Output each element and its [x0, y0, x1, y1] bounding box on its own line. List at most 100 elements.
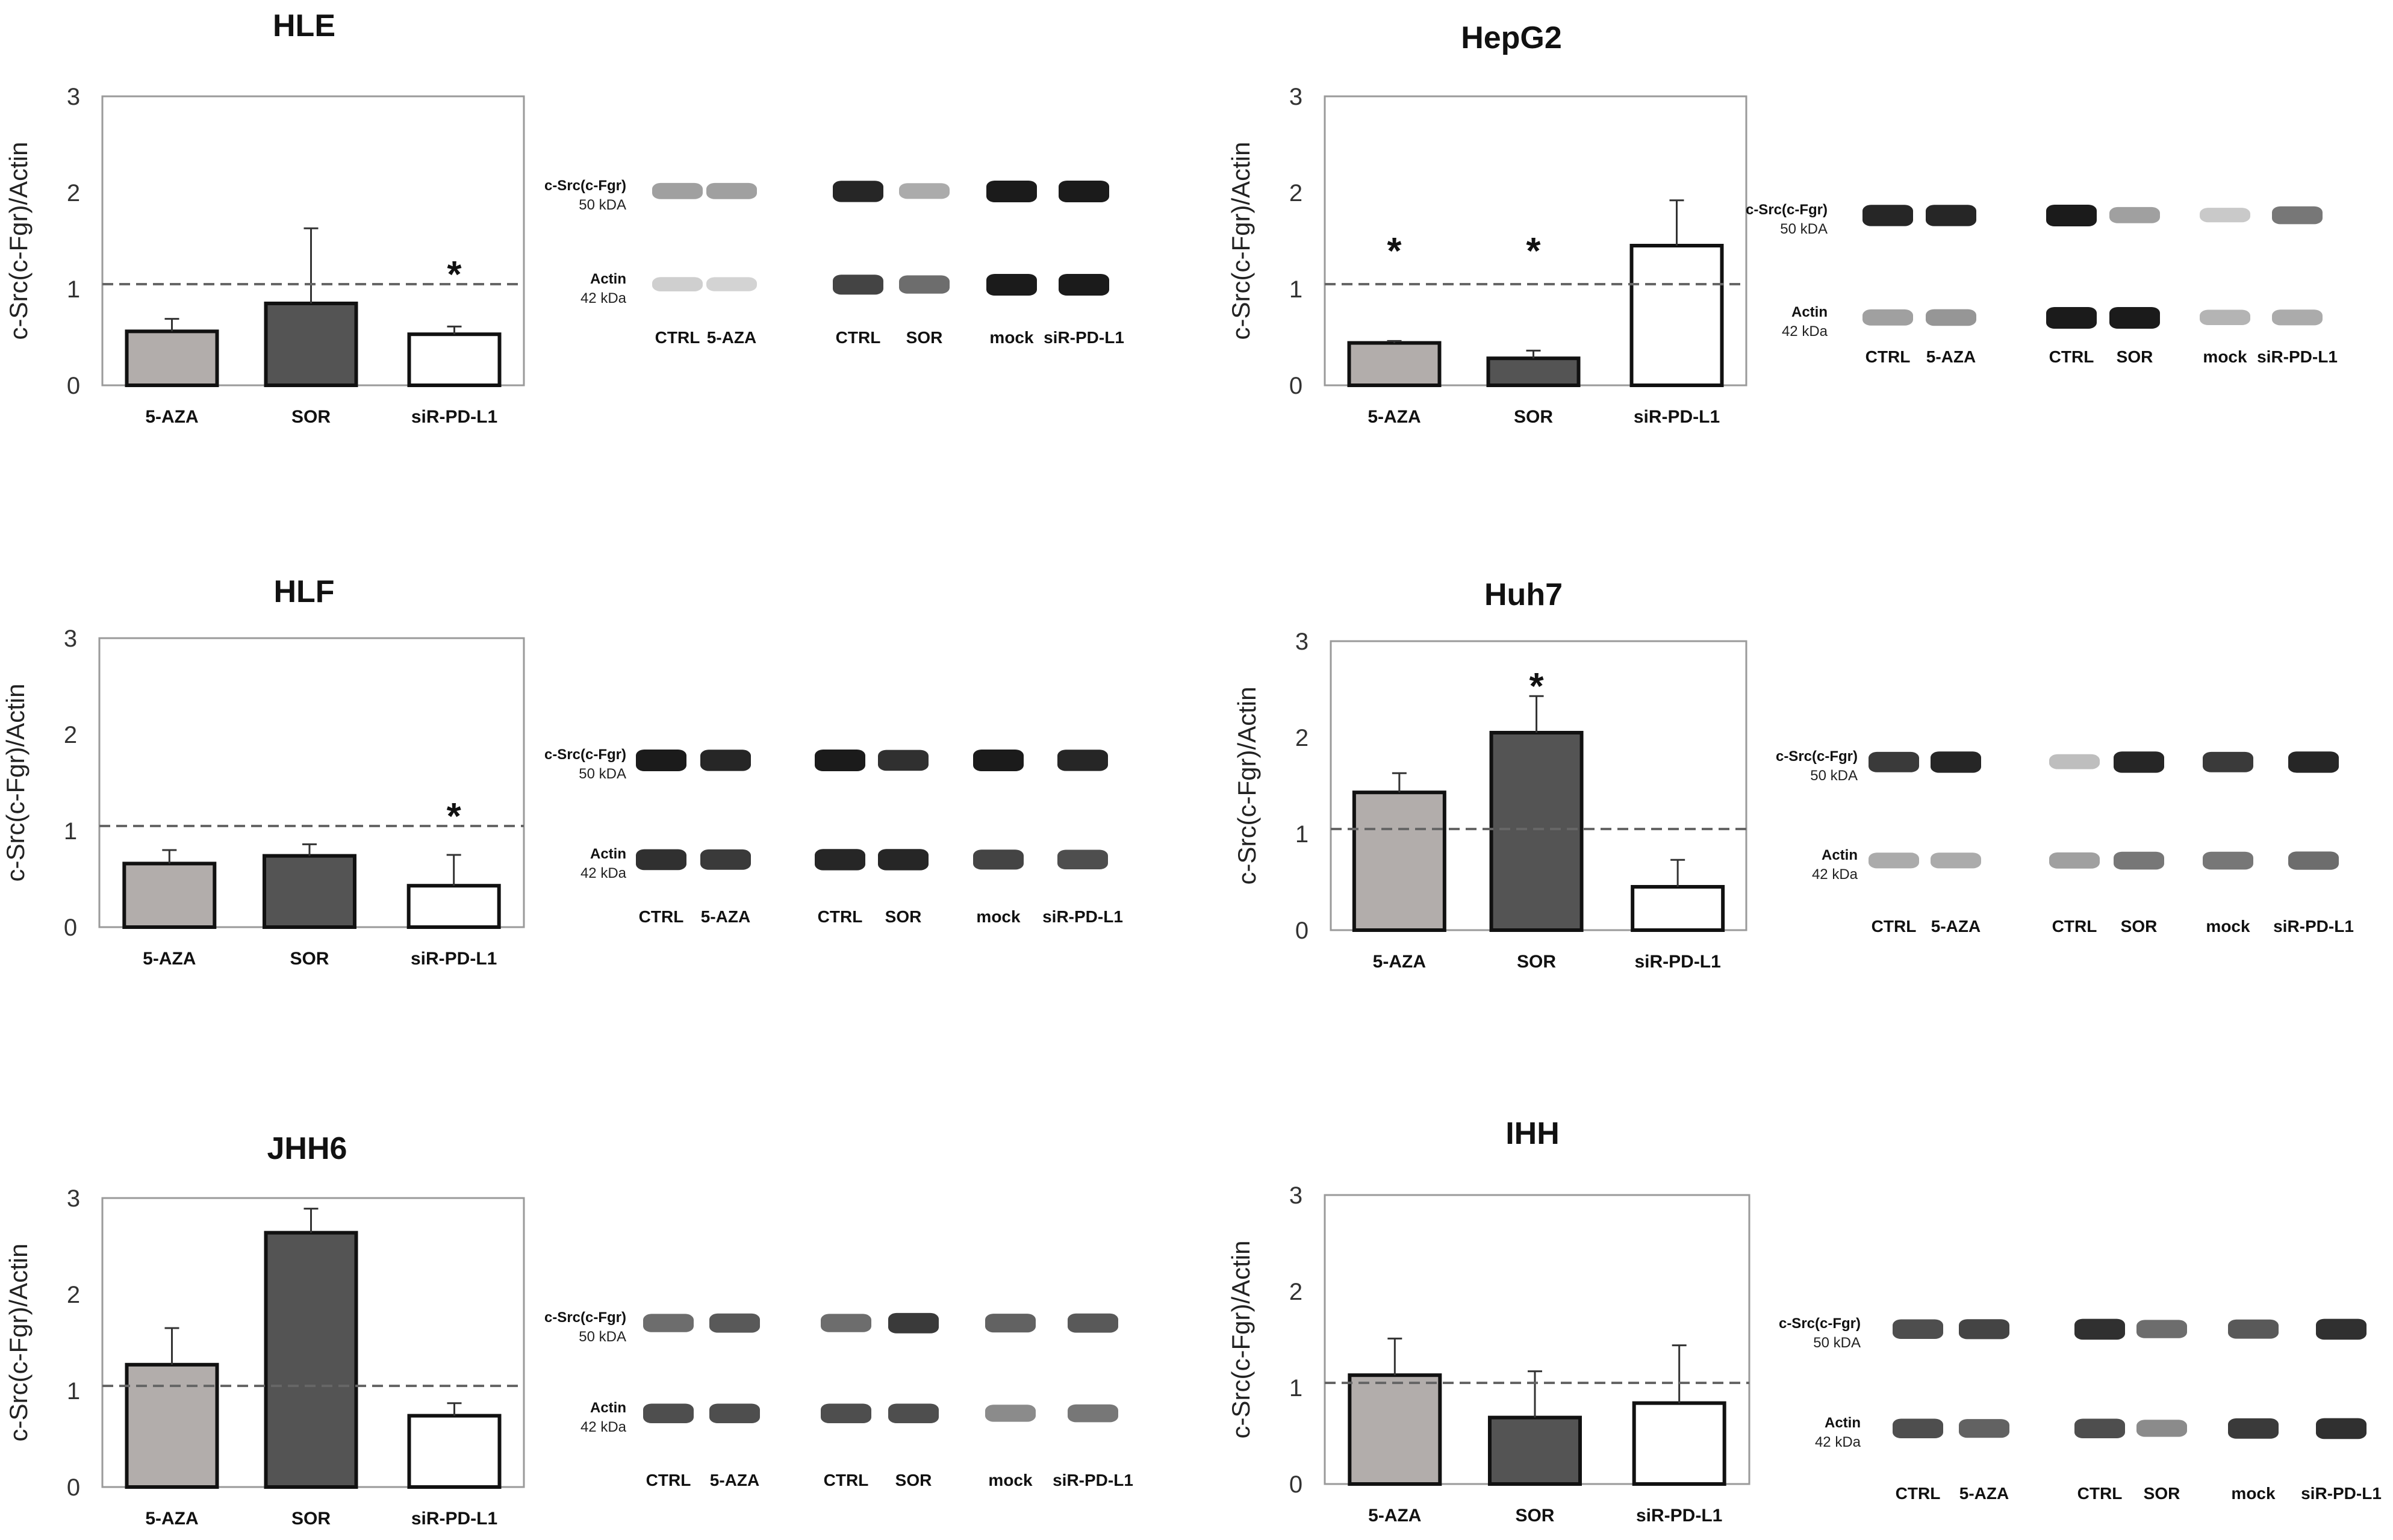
- y-tick-label: 2: [1289, 180, 1302, 206]
- target-band: [2114, 751, 2164, 773]
- y-tick-label: 3: [1295, 629, 1309, 655]
- lane-label: siR-PD-L1: [2273, 917, 2354, 936]
- y-axis-label: c-Src(c-Fgr)/Actin: [4, 142, 33, 340]
- y-tick-label: 0: [67, 1474, 80, 1501]
- target-band: [2288, 751, 2339, 773]
- lane-label: CTRL: [836, 328, 881, 347]
- target-band: [2074, 1318, 2125, 1340]
- western-blot-5: c-Src(c-Fgr) 50 kDA Actin 42 kDa CTRL 5-AZA CT…: [1779, 1315, 2382, 1503]
- bar-siR-PD-L1: [406, 884, 501, 929]
- target-band: [986, 181, 1037, 202]
- blot-control-label: Actin: [590, 846, 626, 862]
- target-band: [652, 182, 703, 199]
- blot-target-kda: 50 kDA: [579, 766, 626, 782]
- lane-label: mock: [989, 328, 1034, 347]
- y-tick-label: 3: [67, 1185, 80, 1212]
- category-label: 5-AZA: [1373, 952, 1426, 972]
- y-tick-label: 1: [1289, 1375, 1302, 1402]
- lane-label: CTRL: [2049, 347, 2094, 366]
- target-band: [1931, 751, 1981, 773]
- actin-band: [821, 1403, 871, 1423]
- blot-target-label: c-Src(c-Fgr): [1746, 202, 1828, 218]
- category-label: SOR: [1517, 952, 1556, 972]
- target-band: [1068, 1313, 1118, 1333]
- blot-control-kda: 42 kDa: [1815, 1434, 1861, 1450]
- bar-siR-PD-L1: [1631, 885, 1725, 932]
- y-tick-label: 0: [1289, 1471, 1302, 1498]
- category-label: SOR: [1514, 407, 1553, 427]
- actin-band: [888, 1403, 939, 1423]
- bar-SOR: [264, 302, 358, 387]
- chart-3: Huh7 0 1 2 3 c-Src(c-Fgr)/Actin 5-AZA * SOR siR-P…: [1233, 577, 1747, 972]
- actin-band: [1068, 1404, 1118, 1423]
- lane-label: siR-PD-L1: [1044, 328, 1124, 347]
- actin-band: [985, 1405, 1036, 1422]
- actin-band: [1931, 852, 1981, 869]
- actin-band: [2272, 309, 2323, 326]
- category-label: siR-PD-L1: [1634, 407, 1720, 427]
- blot-control-label: Actin: [590, 271, 626, 287]
- y-tick-label: 2: [1295, 725, 1309, 751]
- actin-band: [1926, 309, 1976, 326]
- bar-SOR: [1486, 356, 1581, 388]
- bar-5-AZA: [1352, 790, 1446, 932]
- target-band: [878, 750, 929, 771]
- blot-target-kda: 50 kDA: [1810, 768, 1858, 784]
- blot-control-kda: 42 kDa: [580, 290, 627, 306]
- target-band: [1959, 1319, 2009, 1340]
- western-blot-3: c-Src(c-Fgr) 50 kDA Actin 42 kDa CTRL 5-AZA CT…: [1776, 748, 2354, 936]
- actin-band: [706, 277, 757, 291]
- actin-band: [2136, 1420, 2187, 1437]
- actin-band: [2109, 307, 2160, 329]
- lane-label: siR-PD-L1: [2301, 1484, 2382, 1503]
- target-band: [899, 183, 950, 199]
- blot-control-kda: 42 kDa: [1812, 866, 1858, 883]
- lane-label: CTRL: [1872, 917, 1917, 936]
- target-band: [888, 1312, 939, 1334]
- actin-band: [1059, 274, 1109, 296]
- target-band: [709, 1313, 760, 1333]
- bar-siR-PD-L1: [407, 1414, 502, 1489]
- blot-target-label: c-Src(c-Fgr): [544, 747, 626, 763]
- chart-title: JHH6: [267, 1131, 347, 1166]
- category-label: 5-AZA: [1368, 1506, 1421, 1526]
- chart-4: JHH6 0 1 2 3 c-Src(c-Fgr)/Actin 5-AZA SOR siR-PD…: [4, 1131, 525, 1529]
- category-label: 5-AZA: [143, 949, 196, 969]
- target-band: [1869, 751, 1919, 772]
- target-band: [1862, 205, 1913, 226]
- y-tick-label: 1: [67, 276, 80, 303]
- y-tick-label: 1: [1289, 276, 1302, 303]
- bar-siR-PD-L1: [1629, 244, 1724, 387]
- target-band: [1059, 181, 1109, 202]
- actin-band: [2228, 1418, 2279, 1439]
- lane-label: CTRL: [1896, 1484, 1941, 1503]
- target-band: [1057, 750, 1108, 771]
- blot-control-label: Actin: [1822, 847, 1858, 863]
- bar-5-AZA: [125, 1362, 219, 1489]
- blot-target-label: c-Src(c-Fgr): [544, 1309, 626, 1326]
- significance-mark: *: [447, 796, 462, 837]
- category-label: siR-PD-L1: [1634, 952, 1720, 972]
- blot-control-label: Actin: [590, 1400, 626, 1416]
- actin-band: [2203, 851, 2253, 870]
- target-band: [2316, 1318, 2367, 1340]
- lane-label: SOR: [2121, 917, 2158, 936]
- actin-band: [2046, 307, 2097, 329]
- blot-control-label: Actin: [1825, 1415, 1861, 1431]
- lane-label: 5-AZA: [710, 1471, 759, 1489]
- significance-mark: *: [447, 254, 462, 296]
- blot-target-kda: 50 kDA: [579, 1329, 626, 1345]
- category-label: SOR: [291, 1509, 331, 1529]
- lane-label: CTRL: [2077, 1484, 2123, 1503]
- target-band: [1893, 1319, 1943, 1339]
- category-label: 5-AZA: [145, 407, 198, 427]
- target-band: [2046, 205, 2097, 226]
- actin-band: [2200, 309, 2250, 325]
- lane-label: CTRL: [646, 1471, 691, 1489]
- y-tick-label: 0: [1289, 373, 1302, 399]
- actin-band: [899, 275, 950, 294]
- y-axis-label: c-Src(c-Fgr)/Actin: [1227, 142, 1255, 340]
- y-tick-label: 1: [1295, 821, 1309, 848]
- chart-title: Huh7: [1484, 577, 1563, 612]
- blot-target-label: c-Src(c-Fgr): [1779, 1315, 1861, 1332]
